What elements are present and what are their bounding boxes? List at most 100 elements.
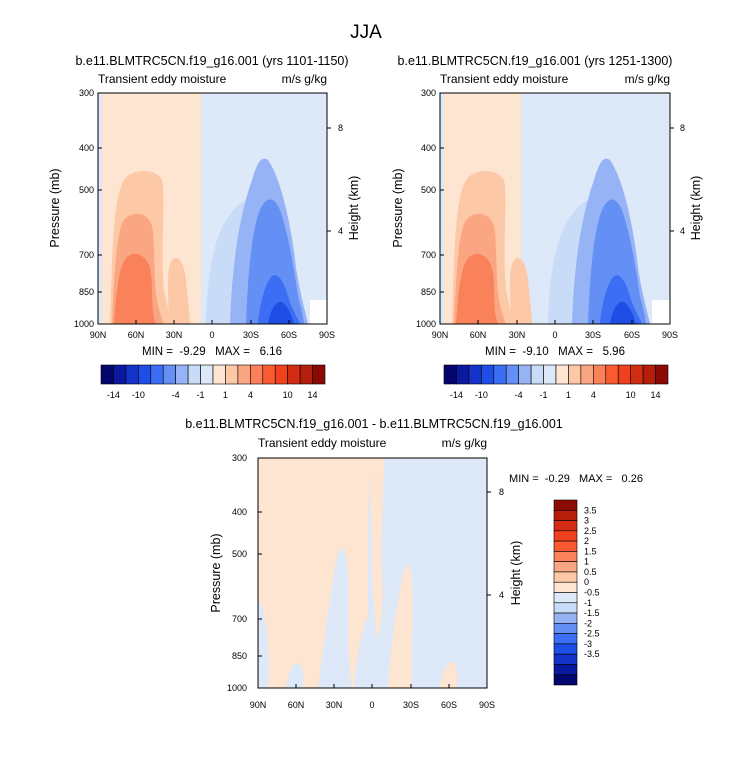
colorbar-left-label: 14 (308, 390, 318, 400)
panel-3-xtick-60s: 60S (441, 700, 457, 710)
colorbar-difference-label: 0.5 (584, 567, 597, 577)
panel-1-y-ticks: 300 400 500 700 850 1000 (74, 88, 102, 329)
colorbar-right-label: -1 (540, 390, 548, 400)
colorbar-difference-label: 3.5 (584, 505, 597, 515)
colorbar-difference-swatch (553, 581, 578, 593)
panel-2-y-ticks: 300 400 500 700 850 1000 (416, 88, 444, 329)
panel-1-field (98, 93, 327, 324)
colorbar-right-label: -14 (450, 390, 463, 400)
panel-2-x-ticks: 90N 60N 30N 0 30S 60S 90S (432, 320, 678, 340)
panel-2-y2tick-4: 4 (680, 226, 685, 236)
panel-1-ytick-700: 700 (79, 250, 94, 260)
panel-1-stats: MIN = -9.29 MAX = 6.16 (142, 346, 282, 358)
panel-2-ytick-700: 700 (421, 250, 436, 260)
colorbar-left-swatch (274, 364, 288, 385)
colorbar-difference-label: -3 (584, 639, 592, 649)
colorbar-right-swatch (580, 364, 594, 385)
panel-1: b.e11.BLMTRC5CN.f19_g16.001 (yrs 1101-11… (48, 54, 361, 358)
colorbar-difference-swatch (553, 643, 578, 655)
colorbar-right-swatch (468, 364, 482, 385)
panel-3-right-label: m/s g/kg (442, 436, 487, 450)
colorbar-left-swatch (237, 364, 251, 385)
panel-3-field-neg-patch-1 (258, 600, 269, 688)
panel-3-y2tick-4: 4 (499, 590, 504, 600)
panel-2-field-neg-5 (610, 301, 636, 324)
colorbar-left-label: -14 (107, 390, 120, 400)
colorbar-left-swatch (262, 364, 276, 385)
colorbar-difference-label: 0 (584, 577, 589, 587)
colorbar-difference-label: 1.5 (584, 546, 597, 556)
panel-1-field-blank (310, 300, 327, 324)
colorbar-difference-swatch (553, 561, 578, 573)
colorbar-right-swatch (555, 364, 569, 385)
colorbar-right-swatch (593, 364, 607, 385)
panel-1-field-pole-edge (98, 93, 102, 324)
panel-3: b.e11.BLMTRC5CN.f19_g16.001 - b.e11.BLMT… (185, 417, 643, 710)
panel-1-xtick-90s: 90S (319, 330, 335, 340)
colorbar-right-swatch (456, 364, 470, 385)
panel-3-ytick-1000: 1000 (227, 683, 247, 693)
colorbar-left-swatch (138, 364, 152, 385)
panel-1-ytick-500: 500 (79, 185, 94, 195)
panel-1-xtick-90n: 90N (90, 330, 107, 340)
colorbar-left-swatch (162, 364, 176, 385)
panel-2-field (440, 93, 670, 324)
panel-1-field-neg-5 (268, 301, 294, 324)
colorbar-right-swatch (655, 364, 669, 385)
colorbar-difference-swatch (553, 653, 578, 665)
colorbar-right-label: 4 (591, 390, 596, 400)
colorbar-left-swatch (225, 364, 239, 385)
colorbar-difference-swatch (553, 551, 578, 562)
colorbar-right-label: 10 (626, 390, 636, 400)
colorbar-left-swatch (212, 364, 226, 385)
colorbar-difference-swatch (553, 633, 578, 645)
panel-3-title: b.e11.BLMTRC5CN.f19_g16.001 - b.e11.BLMT… (185, 417, 563, 431)
colorbar-left-swatch (150, 364, 164, 385)
panel-3-field-pos-patch-1 (368, 458, 384, 640)
panel-3-ytick-500: 500 (232, 549, 247, 559)
panel-1-xtick-30n: 30N (166, 330, 183, 340)
colorbar-difference-label: -2 (584, 618, 592, 628)
colorbar-left-label: 1 (223, 390, 228, 400)
panel-3-ylabel: Pressure (mb) (209, 533, 223, 612)
panel-3-y-ticks: 300 400 500 700 850 1000 (227, 453, 262, 693)
panel-2-xtick-30n: 30N (509, 330, 526, 340)
panel-2-title: b.e11.BLMTRC5CN.f19_g16.001 (yrs 1251-13… (398, 54, 673, 68)
colorbar-right-swatch (493, 364, 507, 385)
colorbar-difference-swatch (553, 664, 578, 676)
panel-1-xtick-30s: 30S (243, 330, 259, 340)
colorbar-difference-swatch (553, 602, 578, 614)
panel-3-xtick-30s: 30S (403, 700, 419, 710)
colorbar-right-label: 14 (651, 390, 661, 400)
colorbar-left-swatch (299, 364, 313, 385)
panel-1-field-neg-3 (246, 199, 304, 324)
panel-1-field-pos-3 (114, 253, 156, 324)
panel-3-ytick-700: 700 (232, 614, 247, 624)
colorbar-left-swatch (175, 364, 189, 385)
panel-3-field-pos-patch-2 (388, 565, 413, 688)
panel-3-xtick-0: 0 (369, 700, 374, 710)
panel-2-ytick-300: 300 (421, 88, 436, 98)
colorbar-left-label: 4 (248, 390, 253, 400)
panel-2-xtick-60n: 60N (470, 330, 487, 340)
colorbar-difference: 3.532.521.510.50-0.5-1-1.5-2-2.5-3-3.5 (553, 499, 600, 686)
panel-2-field-pos-3 (456, 253, 498, 324)
panel-2: b.e11.BLMTRC5CN.f19_g16.001 (yrs 1251-13… (391, 54, 703, 358)
colorbar-left-swatch (312, 364, 326, 385)
panel-3-xtick-90s: 90S (479, 700, 495, 710)
colorbar-difference-swatch (553, 623, 578, 634)
panel-1-xtick-0: 0 (209, 330, 214, 340)
colorbar-right-swatch (481, 364, 495, 385)
colorbar-difference-label: -3.5 (584, 649, 600, 659)
panel-1-left-label: Transient eddy moisture (98, 72, 227, 86)
panel-1-right-label: m/s g/kg (282, 72, 327, 86)
panel-2-xtick-90n: 90N (432, 330, 449, 340)
panel-3-field-neg-patch-4 (354, 616, 372, 688)
colorbar-difference-swatch (553, 612, 578, 624)
colorbar-difference-swatch (553, 674, 578, 686)
panel-3-field-base-pos (258, 458, 368, 688)
panel-3-field-neg-patch-2 (286, 663, 304, 688)
colorbar-right-swatch (518, 364, 532, 385)
panel-3-x-ticks: 90N 60N 30N 0 30S 60S 90S (250, 684, 495, 710)
colorbar-difference-swatch (553, 571, 578, 583)
